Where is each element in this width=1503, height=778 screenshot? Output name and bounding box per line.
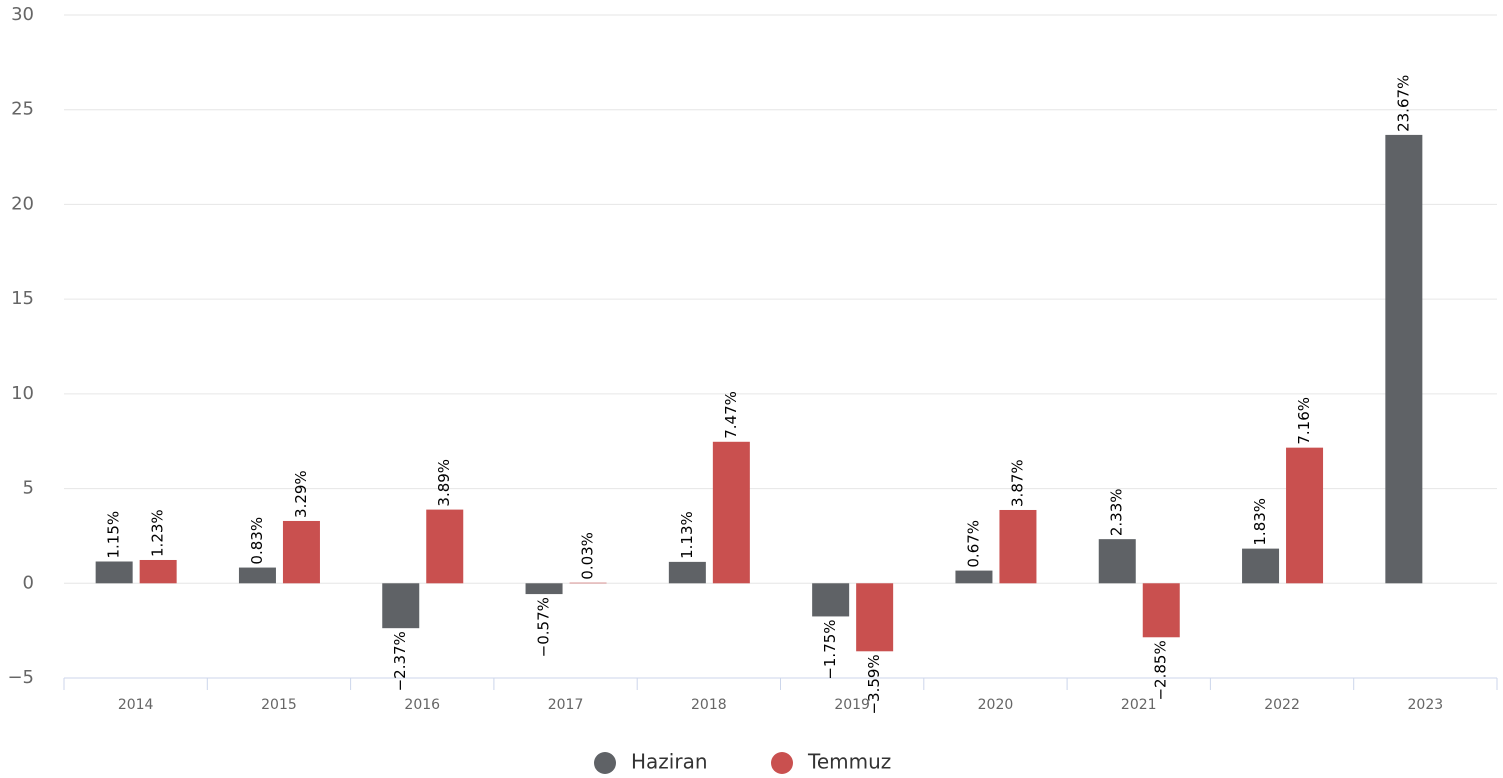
data-label: 7.47%	[722, 391, 740, 439]
x-tick-label: 2023	[1408, 697, 1444, 713]
x-tick-label: 2021	[1121, 697, 1157, 713]
data-label: 0.83%	[248, 517, 266, 565]
data-label: 2.33%	[1108, 488, 1126, 536]
bar	[525, 583, 563, 595]
y-tick-label: 30	[11, 4, 34, 25]
bar	[812, 583, 850, 617]
y-tick-label: −5	[7, 667, 34, 688]
bar	[856, 583, 894, 652]
data-label: 3.87%	[1008, 459, 1026, 507]
bar	[569, 582, 607, 584]
x-tick-label: 2015	[261, 697, 297, 713]
data-label: 3.89%	[435, 459, 453, 507]
data-label: −3.59%	[865, 654, 883, 714]
y-tick-label: 25	[11, 99, 34, 120]
y-tick-label: 0	[23, 572, 34, 593]
x-tick-label: 2019	[834, 697, 870, 713]
data-label: 1.13%	[678, 511, 696, 559]
bar	[668, 561, 706, 584]
data-label: 3.29%	[292, 470, 310, 518]
x-tick-label: 2022	[1264, 697, 1300, 713]
bar	[1098, 539, 1136, 584]
bar	[95, 561, 133, 584]
bar	[1286, 447, 1324, 584]
legend-marker	[594, 752, 616, 774]
x-tick-label: 2018	[691, 697, 727, 713]
bar	[282, 520, 320, 584]
legend-marker	[771, 752, 793, 774]
x-tick-label: 2014	[118, 697, 154, 713]
data-label: −0.57%	[535, 597, 553, 657]
y-tick-label: 5	[23, 478, 34, 499]
data-label: 1.23%	[149, 509, 167, 557]
data-label: 0.67%	[964, 520, 982, 568]
bar	[1385, 134, 1423, 584]
bar	[382, 583, 420, 629]
bar	[426, 509, 464, 584]
x-tick-label: 2017	[548, 697, 584, 713]
x-tick-label: 2020	[978, 697, 1014, 713]
data-label: −2.37%	[391, 631, 409, 691]
data-label: 0.03%	[579, 532, 597, 580]
bar	[999, 509, 1037, 584]
bar	[1242, 548, 1280, 584]
data-label: 1.83%	[1251, 498, 1269, 546]
data-label: 23.67%	[1394, 75, 1412, 132]
bar	[139, 559, 177, 584]
bar	[955, 570, 993, 584]
data-label: −1.75%	[821, 619, 839, 679]
data-label: 1.15%	[105, 511, 123, 559]
bar	[238, 567, 276, 584]
x-tick-label: 2016	[404, 697, 440, 713]
y-tick-label: 15	[11, 288, 34, 309]
legend-label: Temmuz	[807, 750, 891, 774]
bar	[712, 441, 750, 584]
data-label: 7.16%	[1295, 397, 1313, 445]
data-label: −2.85%	[1152, 640, 1170, 700]
y-tick-label: 20	[11, 193, 34, 214]
y-tick-label: 10	[11, 383, 34, 404]
bar	[1142, 583, 1180, 638]
legend-label: Haziran	[631, 750, 708, 774]
